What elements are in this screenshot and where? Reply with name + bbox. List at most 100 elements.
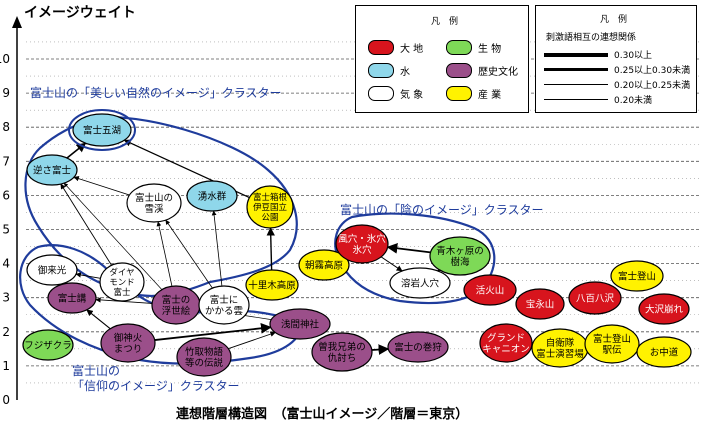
y-axis: イメージウェイト bbox=[12, 5, 136, 400]
node-shape bbox=[47, 282, 97, 314]
y-tick-label: 6 bbox=[2, 188, 10, 202]
line-sample bbox=[544, 99, 608, 100]
weather-swatch bbox=[368, 86, 394, 101]
cluster-title-faith-line2: 「信仰のイメージ」クラスター bbox=[72, 378, 240, 393]
history-swatch bbox=[446, 63, 472, 78]
node-happachi: 八百八沢 bbox=[568, 281, 622, 315]
association-edge bbox=[386, 242, 431, 254]
association-edge bbox=[73, 176, 130, 196]
node-shape bbox=[636, 336, 692, 368]
node-label: 風穴・氷穴 bbox=[338, 233, 386, 245]
cluster-title-shadow: 富士山の「陰のイメージ」クラスター bbox=[340, 202, 544, 217]
node-label: 自衛隊 bbox=[546, 337, 575, 349]
node-kazan: 活火山 bbox=[463, 274, 517, 306]
node-shape bbox=[126, 183, 182, 223]
node-fujizakura: フジザクラ bbox=[22, 329, 74, 361]
node-jurigi: 十里木高原 bbox=[245, 269, 299, 301]
node-shape bbox=[387, 331, 449, 363]
y-tick-label: 4 bbox=[2, 257, 10, 271]
association-edge bbox=[75, 272, 101, 279]
node-label: 富士の巻狩 bbox=[394, 341, 442, 353]
legend-label: 生 物 bbox=[478, 44, 502, 55]
node-shape bbox=[246, 185, 294, 229]
node-label: 朝霧高原 bbox=[305, 259, 343, 271]
node-label: モンド bbox=[109, 278, 135, 288]
node-hoeizan: 宝永山 bbox=[515, 288, 565, 320]
node-label: 氷穴 bbox=[352, 244, 372, 256]
land-swatch bbox=[368, 40, 394, 55]
legend-link-strength: 凡 例 刺激語相互の連想関係 0.30以上 0.25以上0.30未満 0.20以… bbox=[535, 5, 697, 113]
node-shape bbox=[99, 262, 145, 302]
node-shape bbox=[429, 236, 491, 276]
line-sample bbox=[544, 83, 608, 86]
node-label: 富士山の bbox=[135, 192, 173, 204]
legend-strength-label: 0.25以上0.30未満 bbox=[614, 66, 691, 76]
node-fujiko: 富士講 bbox=[47, 282, 97, 314]
node-shape bbox=[298, 249, 350, 281]
node-fujigoko: 富士五湖 bbox=[68, 109, 136, 151]
node-label: 富士五湖 bbox=[83, 124, 121, 136]
association-edge bbox=[60, 183, 112, 266]
node-label: 富士登山 bbox=[593, 333, 631, 345]
legend-strength-label: 0.20以上0.25未満 bbox=[614, 81, 691, 91]
legend-item-weather: 気 象 bbox=[368, 86, 423, 101]
association-edges bbox=[60, 139, 445, 355]
legend-strength-label: 0.30以上 bbox=[614, 51, 653, 61]
cluster-title-faith-line1: 富士山の bbox=[72, 363, 120, 378]
node-label: 十里木高原 bbox=[248, 279, 296, 291]
node-label: ダイヤ bbox=[109, 267, 134, 278]
y-tick-label: 0 bbox=[2, 393, 10, 407]
node-label: 等の伝説 bbox=[185, 357, 224, 369]
node-shape bbox=[463, 274, 517, 306]
node-highlight-ring bbox=[68, 109, 136, 151]
legend-item-land: 大 地 bbox=[368, 40, 423, 55]
legend-categories: 凡 例 大 地 生 物 水 歴史文化 気 象 産 業 bbox=[355, 5, 529, 113]
node-label: かかる雲 bbox=[205, 306, 243, 317]
node-label: 公園 bbox=[261, 213, 278, 223]
node-shape bbox=[245, 269, 299, 301]
legend-strength-row: 0.30以上 bbox=[544, 48, 652, 61]
legend-strength-label: 0.20未満 bbox=[614, 96, 653, 106]
node-label: 富士演習場 bbox=[536, 348, 584, 360]
association-edge bbox=[380, 256, 403, 272]
node-label: 浅間神社 bbox=[281, 318, 320, 330]
legend-strength-title: 凡 例 bbox=[600, 15, 628, 25]
node-shape bbox=[515, 288, 565, 320]
legend-label: 歴史文化 bbox=[478, 67, 518, 78]
node-sakasa: 逆さ富士 bbox=[26, 154, 78, 186]
node-shape bbox=[26, 254, 78, 286]
node-osawa: 大沢崩れ bbox=[638, 293, 690, 325]
node-label: 活火山 bbox=[476, 284, 505, 296]
node-ochudo: お中道 bbox=[636, 336, 692, 368]
y-tick-label: 5 bbox=[2, 223, 10, 237]
node-label: 大沢崩れ bbox=[645, 303, 684, 315]
node-wakimizu: 湧水群 bbox=[186, 180, 238, 212]
node-shape bbox=[311, 332, 373, 372]
y-tick-label: 3 bbox=[2, 291, 10, 305]
node-label: 八百八沢 bbox=[576, 292, 615, 304]
node-shape bbox=[186, 180, 238, 212]
association-edge bbox=[63, 182, 163, 290]
node-shape bbox=[198, 285, 250, 325]
node-label: 御来光 bbox=[38, 264, 67, 276]
legend-label: 気 象 bbox=[400, 90, 424, 101]
legend-strength-row: 0.20以上0.25未満 bbox=[544, 78, 690, 91]
node-label: 逆さ富士 bbox=[33, 164, 72, 176]
node-tozan: 富士登山 bbox=[610, 260, 664, 292]
association-edge bbox=[266, 227, 275, 271]
node-label: 伊豆国立 bbox=[253, 202, 288, 213]
node-label: キャニオン bbox=[482, 344, 530, 355]
node-label: 富士講 bbox=[58, 292, 87, 304]
legend-strength-row: 0.20未満 bbox=[544, 93, 652, 106]
node-shape bbox=[269, 308, 331, 340]
node-label: 富士箱根 bbox=[253, 192, 288, 203]
legend-item-history: 歴史文化 bbox=[446, 63, 518, 78]
